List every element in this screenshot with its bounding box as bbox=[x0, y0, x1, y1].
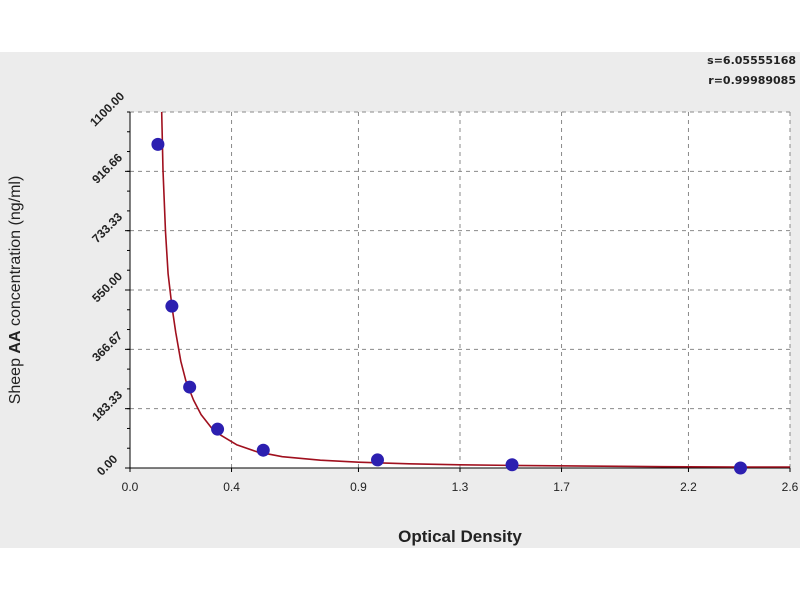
y-tick-label: 366.67 bbox=[89, 328, 125, 364]
y-axis-title: Sheep AA concentration (ng/ml) bbox=[7, 176, 24, 405]
x-tick-label: 0.9 bbox=[350, 480, 367, 494]
chart-svg: 0.00 183.33 366.67 550.00 733.33 916.66 1100.0… bbox=[7, 89, 799, 546]
s-statistic: s=6.05555168 bbox=[707, 54, 796, 67]
x-tick-label: 2.2 bbox=[680, 480, 697, 494]
data-point bbox=[734, 461, 747, 475]
y-tick-label: 733.33 bbox=[89, 210, 125, 246]
grid-lines bbox=[130, 111, 791, 468]
x-tick-labels: 0.0 0.4 0.9 1.3 1.7 2.2 2.6 bbox=[122, 480, 799, 494]
y-tick-label: 1100.00 bbox=[87, 89, 127, 129]
data-points-layer bbox=[151, 137, 747, 475]
x-tick-label: 2.6 bbox=[782, 480, 799, 494]
y-tick-label: 183.33 bbox=[89, 388, 125, 424]
r-statistic: r=0.99989085 bbox=[708, 74, 796, 87]
data-point bbox=[183, 380, 197, 394]
y-tick-label: 916.66 bbox=[89, 150, 125, 186]
data-point bbox=[505, 458, 519, 472]
y-tick-labels: 0.00 183.33 366.67 550.00 733.33 916.66 1100.0… bbox=[87, 89, 127, 478]
x-tick-label: 0.0 bbox=[122, 480, 139, 494]
y-axis-title-part-2: AA bbox=[7, 330, 24, 354]
data-point bbox=[371, 453, 384, 467]
data-point bbox=[165, 299, 179, 313]
data-point bbox=[151, 137, 165, 151]
y-axis-title-part-3: concentration (ng/ml) bbox=[7, 176, 24, 331]
x-tick-label: 1.3 bbox=[452, 480, 469, 494]
y-tick-label: 550.00 bbox=[89, 269, 125, 305]
x-tick-label: 0.4 bbox=[223, 480, 240, 494]
data-point bbox=[211, 422, 225, 436]
x-tick-label: 1.7 bbox=[553, 480, 570, 494]
y-tick-label: 0.00 bbox=[94, 452, 121, 479]
data-point bbox=[256, 443, 270, 457]
y-axis-title-part-1: Sheep bbox=[7, 354, 24, 405]
chart-panel: 0.00 183.33 366.67 550.00 733.33 916.66 1100.0… bbox=[0, 52, 800, 548]
x-axis-title: Optical Density bbox=[398, 527, 522, 546]
axes bbox=[125, 111, 791, 472]
